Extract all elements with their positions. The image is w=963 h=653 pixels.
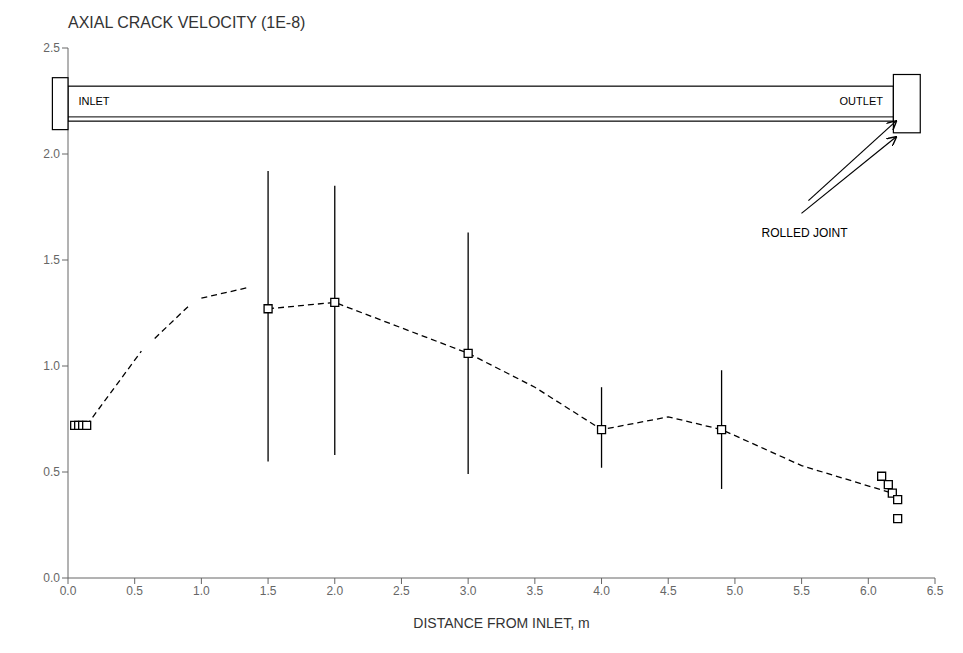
svg-text:0.5: 0.5 [43,465,60,479]
svg-text:1.5: 1.5 [43,253,60,267]
svg-text:DISTANCE FROM INLET, m: DISTANCE FROM INLET, m [413,615,589,631]
svg-text:2.5: 2.5 [393,584,410,598]
svg-text:1.5: 1.5 [260,584,277,598]
svg-text:5.5: 5.5 [793,584,810,598]
svg-text:OUTLET: OUTLET [840,95,884,107]
svg-text:0.0: 0.0 [60,584,77,598]
svg-text:3.0: 3.0 [460,584,477,598]
svg-text:4.5: 4.5 [660,584,677,598]
svg-text:4.0: 4.0 [593,584,610,598]
svg-text:6.0: 6.0 [860,584,877,598]
svg-text:1.0: 1.0 [193,584,210,598]
svg-text:6.5: 6.5 [927,584,944,598]
svg-text:2.0: 2.0 [326,584,343,598]
svg-text:INLET: INLET [78,95,109,107]
svg-text:2.5: 2.5 [43,41,60,55]
svg-text:3.5: 3.5 [527,584,544,598]
svg-text:ROLLED JOINT: ROLLED JOINT [762,226,849,240]
svg-text:2.0: 2.0 [43,147,60,161]
html-text:AXIAL CRACK VELOCITY (1E-8): AXIAL CRACK VELOCITY (1E-8) [68,14,306,31]
svg-text:0.5: 0.5 [126,584,143,598]
svg-text:0.0: 0.0 [43,571,60,585]
svg-text:1.0: 1.0 [43,359,60,373]
svg-text:5.0: 5.0 [727,584,744,598]
